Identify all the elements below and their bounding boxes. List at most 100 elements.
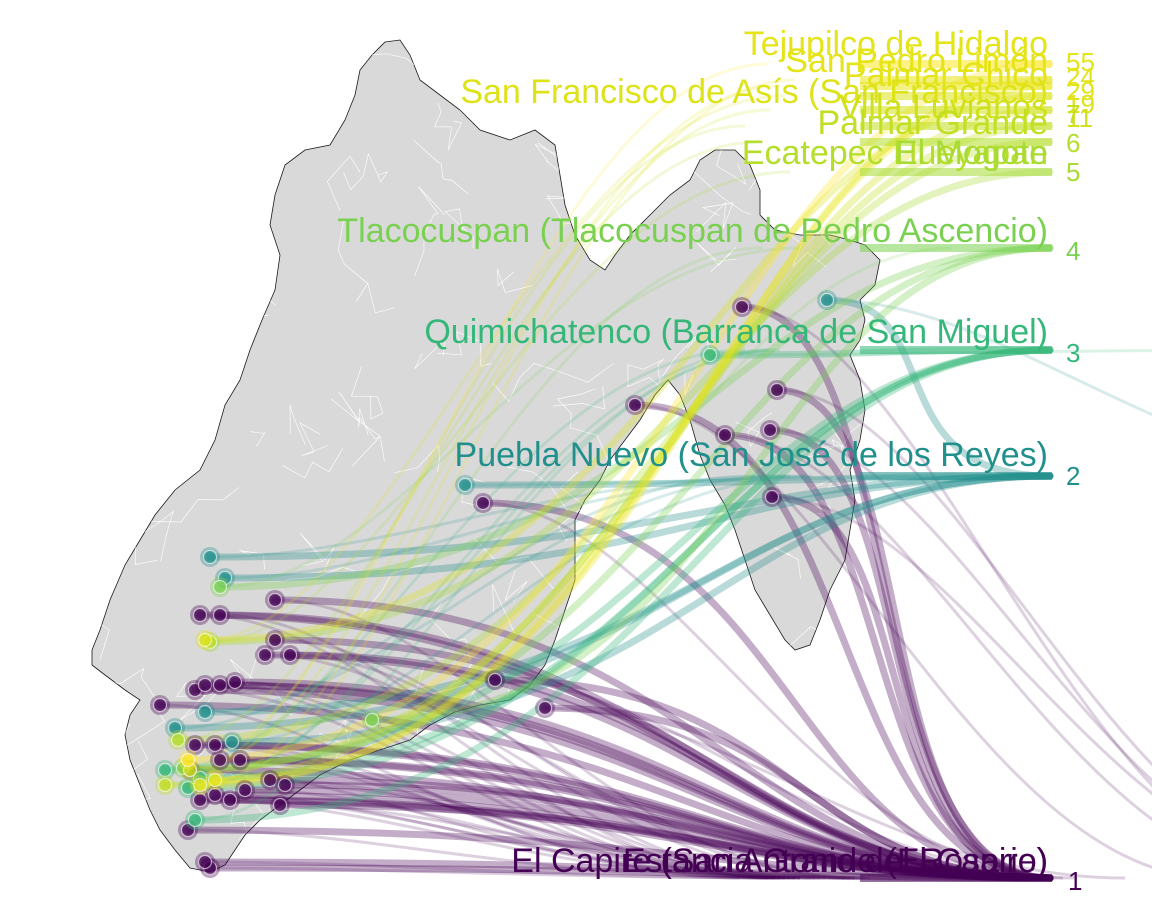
- municipal-border: [414, 339, 446, 369]
- flow-line: [171, 472, 1054, 732]
- municipal-border: [243, 685, 327, 723]
- place-label: Estancia Grande (El Capire): [623, 842, 1048, 880]
- flow-line: [187, 348, 769, 790]
- flow-line: [274, 598, 856, 880]
- flow-line: [229, 798, 811, 880]
- municipal-border: [264, 40, 317, 79]
- flow-line: [768, 493, 1054, 882]
- place-label: El Mogote: [895, 134, 1048, 172]
- flow-line: [196, 796, 1054, 882]
- location-point: [212, 752, 228, 768]
- location-point: [769, 382, 785, 398]
- place-label: Tejupilco de Hidalgo: [744, 25, 1048, 63]
- municipal-border: [244, 299, 268, 316]
- flow-line: [164, 124, 746, 787]
- flow-line: [482, 501, 1064, 880]
- flow-line: [769, 428, 1152, 783]
- place-label: Villa Luvianos: [839, 88, 1048, 126]
- flow-line: [179, 244, 1054, 772]
- flow-line: [368, 244, 1054, 724]
- flow-line: [826, 298, 1152, 417]
- flow-line: [214, 743, 796, 880]
- place-label: Tlacocuspan (Tlacocuspan de Pedro Ascenc…: [337, 212, 1048, 250]
- state-outline: [91, 39, 881, 873]
- municipal-border: [790, 412, 850, 458]
- value-label: 2: [1066, 461, 1080, 491]
- municipal-border: [437, 331, 492, 367]
- municipal-border: [492, 584, 561, 636]
- flow-line: [161, 346, 1054, 774]
- flow-line: [199, 613, 781, 880]
- flow-line: [541, 704, 1054, 882]
- location-point: [197, 704, 213, 720]
- flow-line: [209, 474, 791, 559]
- municipal-border: [772, 546, 801, 579]
- flow-line: [738, 303, 1054, 882]
- municipal-border: [238, 763, 264, 840]
- flow-line: [231, 474, 813, 744]
- municipal-border: [281, 448, 344, 479]
- flow-line: [216, 244, 1054, 591]
- flow-line: [274, 638, 856, 880]
- municipal-border: [289, 405, 306, 445]
- municipal-border: [556, 388, 609, 462]
- flow-line: [236, 756, 1054, 882]
- municipal-border: [233, 126, 284, 156]
- flow-line: [279, 803, 861, 880]
- flow-lines: [156, 60, 1152, 882]
- municipal-border: [128, 100, 155, 160]
- flow-line: [174, 138, 1054, 744]
- flow-line: [196, 346, 1054, 782]
- municipal-border: [506, 466, 570, 513]
- municipal-border: [343, 153, 389, 191]
- municipal-border: [497, 269, 533, 293]
- municipal-border: [262, 83, 316, 130]
- flow-line: [191, 741, 1054, 882]
- municipal-border: [474, 538, 554, 589]
- value-label: 4: [1066, 236, 1080, 266]
- flow-line: [209, 170, 791, 644]
- location-point: [819, 292, 835, 308]
- flow-line: [199, 84, 781, 787]
- municipal-border: [107, 401, 151, 449]
- municipal-border: [552, 386, 605, 410]
- place-label: San Francisco de Asís (San Francisco): [460, 73, 1048, 111]
- value-label: 29: [1066, 76, 1095, 106]
- location-point: [364, 712, 380, 728]
- value-label: 55: [1066, 47, 1095, 77]
- flow-line: [221, 472, 1054, 582]
- flow-line: [239, 758, 821, 880]
- value-label: 24: [1066, 62, 1095, 92]
- municipal-border: [434, 102, 463, 151]
- location-point: [157, 777, 173, 793]
- location-point: [197, 677, 213, 693]
- municipal-border: [358, 564, 421, 619]
- municipal-border: [504, 570, 528, 602]
- municipal-border: [286, 566, 355, 580]
- municipal-border: [355, 282, 396, 314]
- location-point: [157, 762, 173, 778]
- flow-line: [161, 122, 1054, 789]
- flow-line: [159, 703, 741, 880]
- value-label: 7: [1066, 99, 1080, 129]
- flow-line: [216, 756, 1054, 882]
- flow-line: [156, 701, 1054, 882]
- municipal-border: [92, 280, 106, 311]
- flow-line: [244, 788, 826, 880]
- municipal-border: [326, 155, 361, 211]
- flow-line: [204, 474, 786, 714]
- municipal-border: [414, 186, 446, 277]
- flow-line: [191, 686, 1054, 882]
- municipal-border: [696, 201, 734, 233]
- flow-line: [201, 681, 1054, 882]
- flow-line: [724, 433, 1152, 822]
- flow-line: [281, 781, 1054, 882]
- flow-line: [186, 106, 1054, 774]
- location-point: [224, 734, 240, 750]
- flow-line: [187, 62, 769, 762]
- municipal-border: [239, 550, 265, 570]
- municipal-border: [300, 90, 350, 127]
- location-point: [192, 607, 208, 623]
- municipal-border: [413, 139, 469, 195]
